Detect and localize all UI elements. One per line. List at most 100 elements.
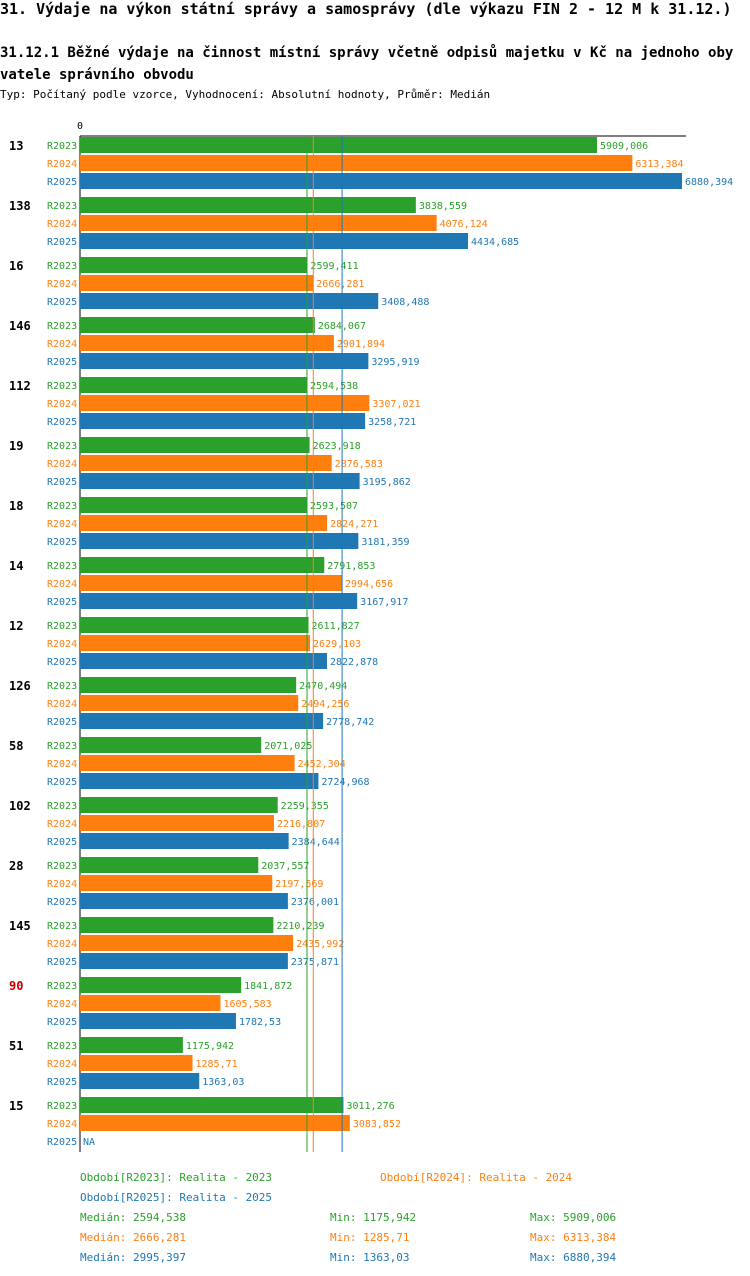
value-label-12-r2024: 2629,103 — [313, 639, 361, 650]
value-label-16-r2023: 2599,411 — [310, 261, 358, 272]
value-label-51-r2025: 1363,03 — [202, 1077, 244, 1088]
series-label-51-r2023: R2023 — [47, 1041, 77, 1052]
series-label-16-r2023: R2023 — [47, 261, 77, 272]
value-label-112-r2024: 3307,021 — [372, 399, 420, 410]
value-label-126-r2023: 2470,494 — [299, 681, 347, 692]
series-label-90-r2023: R2023 — [47, 981, 77, 992]
value-label-14-r2024: 2994,656 — [345, 579, 393, 590]
bar-28-r2025 — [80, 893, 288, 909]
series-label-58-r2024: R2024 — [47, 759, 77, 770]
series-label-13-r2024: R2024 — [47, 159, 77, 170]
bar-90-r2023 — [80, 977, 242, 993]
value-label-58-r2024: 2452,304 — [298, 759, 346, 770]
value-label-13-r2023: 5909,006 — [600, 141, 648, 152]
series-label-18-r2023: R2023 — [47, 501, 77, 512]
category-label-13: 13 — [9, 139, 23, 153]
legend-min-r2024: Min: 1285,71 — [330, 1231, 410, 1244]
bar-138-r2025 — [80, 233, 469, 249]
value-label-146-r2024: 2901,894 — [337, 339, 385, 350]
category-label-12: 12 — [9, 619, 23, 633]
legend-period-r2024: Období[R2024]: Realita - 2024 — [380, 1171, 573, 1184]
value-label-126-r2024: 2494,256 — [301, 699, 349, 710]
bar-18-r2023 — [80, 497, 307, 513]
bar-112-r2025 — [80, 413, 366, 429]
series-label-15-r2023: R2023 — [47, 1101, 77, 1112]
category-label-58: 58 — [9, 739, 23, 753]
series-label-14-r2025: R2025 — [47, 597, 77, 608]
chart-type-line: Typ: Počítaný podle vzorce, Vyhodnocení:… — [0, 88, 491, 101]
bar-145-r2024 — [80, 935, 294, 951]
series-label-112-r2025: R2025 — [47, 417, 77, 428]
category-label-112: 112 — [9, 379, 31, 393]
legend-median-r2023: Medián: 2594,538 — [80, 1211, 186, 1224]
bar-28-r2024 — [80, 875, 273, 891]
x-axis-zero-label: 0 — [77, 121, 83, 132]
value-label-138-r2024: 4076,124 — [440, 219, 488, 230]
value-label-15-r2024: 3083,852 — [353, 1119, 401, 1130]
value-label-126-r2025: 2778,742 — [326, 717, 374, 728]
category-label-14: 14 — [9, 559, 23, 573]
series-label-18-r2024: R2024 — [47, 519, 77, 530]
value-label-138-r2025: 4434,685 — [471, 237, 519, 248]
legend-min-r2025: Min: 1363,03 — [330, 1251, 410, 1264]
legend-median-r2024: Medián: 2666,281 — [80, 1231, 186, 1244]
bar-90-r2025 — [80, 1013, 236, 1029]
value-label-102-r2024: 2216,807 — [277, 819, 325, 830]
bar-16-r2025 — [80, 293, 379, 309]
series-label-102-r2025: R2025 — [47, 837, 77, 848]
value-label-58-r2023: 2071,025 — [264, 741, 312, 752]
value-label-15-r2023: 3011,276 — [346, 1101, 394, 1112]
series-label-112-r2024: R2024 — [47, 399, 77, 410]
value-label-90-r2025: 1782,53 — [239, 1017, 281, 1028]
bar-13-r2024 — [80, 155, 633, 171]
series-label-14-r2024: R2024 — [47, 579, 77, 590]
value-label-19-r2024: 2876,583 — [335, 459, 383, 470]
legend-min-r2023: Min: 1175,942 — [330, 1211, 417, 1224]
bar-145-r2025 — [80, 953, 288, 969]
value-label-12-r2023: 2611,827 — [312, 621, 360, 632]
bar-58-r2024 — [80, 755, 295, 771]
value-label-90-r2023: 1841,872 — [244, 981, 292, 992]
legend-max-r2023: Max: 5909,006 — [530, 1211, 617, 1224]
category-label-126: 126 — [9, 679, 31, 693]
bar-18-r2024 — [80, 515, 328, 531]
value-label-18-r2023: 2593,507 — [310, 501, 358, 512]
value-label-138-r2023: 3838,559 — [419, 201, 467, 212]
legend-period-r2023: Období[R2023]: Realita - 2023 — [80, 1171, 273, 1184]
series-label-12-r2025: R2025 — [47, 657, 77, 668]
bar-51-r2025 — [80, 1073, 200, 1089]
value-label-112-r2025: 3258,721 — [368, 417, 416, 428]
series-label-146-r2023: R2023 — [47, 321, 77, 332]
bar-19-r2024 — [80, 455, 332, 471]
bar-51-r2023 — [80, 1037, 183, 1053]
value-label-14-r2023: 2791,853 — [327, 561, 375, 572]
category-label-18: 18 — [9, 499, 23, 513]
value-label-28-r2025: 2376,001 — [291, 897, 339, 908]
value-label-146-r2025: 3295,919 — [371, 357, 419, 368]
value-label-13-r2024: 6313,384 — [635, 159, 683, 170]
value-label-15-r2025: NA — [83, 1137, 95, 1148]
value-label-102-r2025: 2384,644 — [292, 837, 340, 848]
bar-146-r2025 — [80, 353, 369, 369]
value-label-18-r2025: 3181,359 — [361, 537, 409, 548]
series-label-90-r2024: R2024 — [47, 999, 77, 1010]
value-label-14-r2025: 3167,917 — [360, 597, 408, 608]
series-label-102-r2023: R2023 — [47, 801, 77, 812]
value-label-51-r2024: 1285,71 — [195, 1059, 237, 1070]
value-label-13-r2025: 6880,394 — [685, 177, 733, 188]
value-label-58-r2025: 2724,968 — [321, 777, 369, 788]
series-label-16-r2025: R2025 — [47, 297, 77, 308]
legend-max-r2024: Max: 6313,384 — [530, 1231, 617, 1244]
series-label-28-r2024: R2024 — [47, 879, 77, 890]
series-label-138-r2025: R2025 — [47, 237, 77, 248]
bar-51-r2024 — [80, 1055, 193, 1071]
series-label-15-r2024: R2024 — [47, 1119, 77, 1130]
bar-112-r2023 — [80, 377, 308, 393]
series-label-145-r2023: R2023 — [47, 921, 77, 932]
series-label-146-r2025: R2025 — [47, 357, 77, 368]
category-label-138: 138 — [9, 199, 31, 213]
series-label-28-r2025: R2025 — [47, 897, 77, 908]
series-label-90-r2025: R2025 — [47, 1017, 77, 1028]
bar-145-r2023 — [80, 917, 274, 933]
